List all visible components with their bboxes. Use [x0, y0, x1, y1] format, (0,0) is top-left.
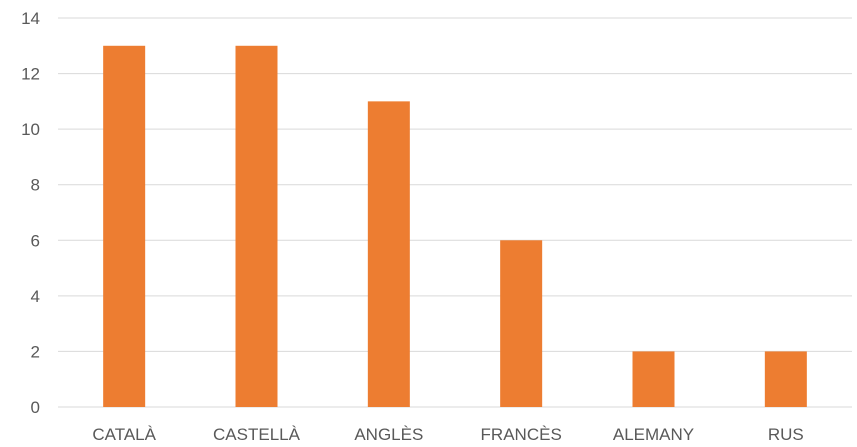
x-tick-label: FRANCÈS — [481, 425, 562, 444]
bar — [367, 101, 410, 407]
bars — [103, 45, 807, 408]
x-tick-label: ALEMANY — [613, 425, 694, 444]
bar — [235, 45, 278, 408]
y-tick-label: 4 — [31, 287, 40, 306]
bar — [764, 351, 807, 407]
y-tick-label: 8 — [31, 176, 40, 195]
gridlines — [58, 17, 852, 408]
x-tick-label: CASTELLÀ — [213, 425, 301, 444]
y-tick-label: 6 — [31, 231, 40, 250]
y-tick-label: 12 — [21, 65, 40, 84]
y-tick-label: 10 — [21, 120, 40, 139]
x-tick-label: ANGLÈS — [354, 425, 423, 444]
y-tick-label: 2 — [31, 342, 40, 361]
x-tick-label: RUS — [768, 425, 804, 444]
bar — [500, 240, 543, 407]
y-tick-label: 0 — [31, 398, 40, 417]
bar — [103, 45, 146, 408]
bar — [632, 351, 675, 407]
y-axis-tick-labels: 0 2 4 6 8 10 12 14 — [21, 9, 40, 417]
y-tick-label: 14 — [21, 9, 40, 28]
x-tick-label: CATALÀ — [92, 425, 156, 444]
x-axis-category-labels: CATALÀ CASTELLÀ ANGLÈS FRANCÈS ALEMANY RUS — [92, 425, 803, 444]
